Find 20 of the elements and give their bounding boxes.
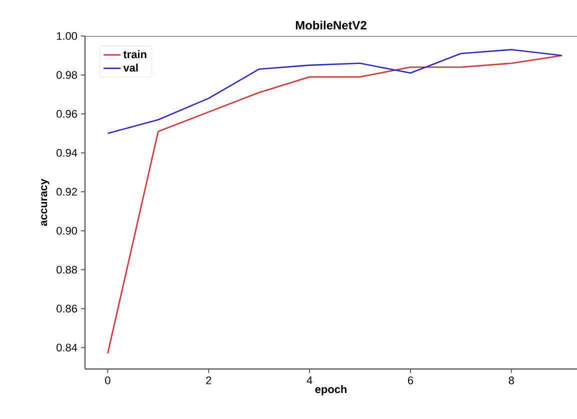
y-tick-label: 0.92 [56,188,77,196]
y-tick-label: 0.94 [56,148,78,157]
x-tick-label: 8 [508,376,514,384]
chart-title: MobileNetV2 [296,20,366,30]
x-axis-title: epoch [315,385,346,396]
y-tick-label: 1.00 [56,32,78,40]
x-tick-label: 4 [306,376,312,384]
y-tick-label: 0.88 [56,266,77,274]
y-axis-title: accuracy [41,178,50,226]
y-tick-label: 0.90 [56,226,78,235]
legend-label: val [123,64,138,72]
y-tick-label: 0.98 [56,71,77,79]
line-series [107,48,563,134]
y-tick-label: 0.86 [56,304,77,313]
x-tick-label: 0 [105,376,110,384]
y-tick-label: 0.84 [56,344,78,352]
x-tick-label: 6 [408,376,414,384]
legend-label: train [123,50,146,58]
y-tick-label: 0.96 [56,110,77,118]
x-tick-label: 2 [206,376,212,384]
